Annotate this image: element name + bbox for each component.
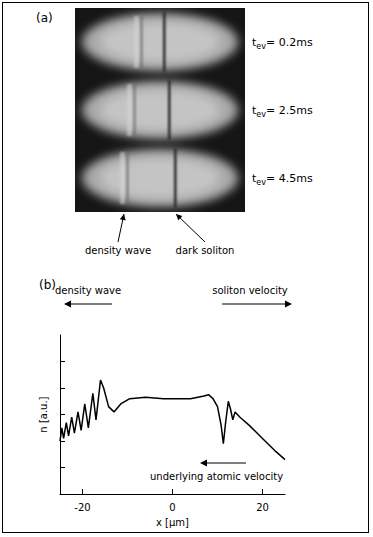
svg-text:dark soliton: dark soliton bbox=[176, 245, 235, 256]
svg-text:soliton velocity: soliton velocity bbox=[212, 285, 288, 296]
svg-text:x [μm]: x [μm] bbox=[156, 517, 189, 528]
svg-text:n [a.u.]: n [a.u.] bbox=[38, 396, 49, 432]
svg-text:tev= 2.5ms: tev= 2.5ms bbox=[252, 104, 313, 119]
svg-text:(a): (a) bbox=[36, 11, 53, 25]
svg-text:tev= 4.5ms: tev= 4.5ms bbox=[252, 172, 313, 187]
svg-text:density wave: density wave bbox=[55, 285, 121, 296]
svg-text:tev= 0.2ms: tev= 0.2ms bbox=[252, 36, 313, 51]
svg-text:underlying atomic velocity: underlying atomic velocity bbox=[150, 471, 283, 482]
svg-text:(b): (b) bbox=[39, 278, 56, 292]
svg-text:-20: -20 bbox=[74, 502, 90, 513]
svg-text:20: 20 bbox=[256, 502, 269, 513]
svg-text:0: 0 bbox=[169, 502, 175, 513]
svg-text:density wave: density wave bbox=[85, 245, 151, 256]
